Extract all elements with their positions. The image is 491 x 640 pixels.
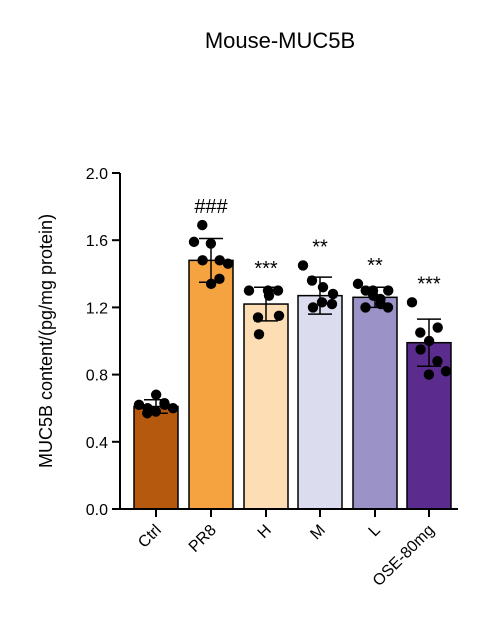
data-point	[205, 238, 217, 249]
data-point	[317, 282, 329, 293]
data-point	[375, 293, 386, 305]
data-point	[415, 327, 426, 338]
bar-ctrl	[133, 405, 179, 510]
y-tick-label: 0.4	[86, 435, 108, 452]
bar-l	[352, 296, 398, 510]
data-point	[326, 298, 338, 310]
x-tick-label: L	[366, 522, 384, 540]
data-point	[297, 260, 309, 271]
data-point	[197, 219, 208, 231]
significance-marker: ***	[417, 273, 441, 295]
y-tick-label: 0.0	[86, 502, 108, 519]
data-point	[214, 273, 225, 285]
bar-m	[297, 294, 343, 510]
significance-marker: ***	[254, 258, 278, 280]
data-point	[440, 366, 452, 377]
data-point	[423, 369, 435, 380]
data-point	[142, 403, 153, 414]
data-point	[167, 403, 179, 414]
data-point	[423, 335, 435, 347]
data-point	[432, 322, 443, 333]
data-point	[214, 255, 225, 266]
y-tick-label: 2.0	[86, 166, 108, 183]
data-point	[253, 329, 265, 340]
data-point	[197, 255, 208, 266]
data-point	[263, 290, 275, 301]
y-axis-label: MUC5B content/(pg/mg protein)	[36, 214, 56, 468]
x-tick-label: PR8	[186, 522, 220, 556]
data-point	[383, 285, 394, 296]
data-point	[252, 312, 264, 323]
data-point	[133, 399, 145, 411]
data-point	[406, 297, 418, 308]
data-point	[243, 285, 255, 296]
data-point	[316, 297, 328, 308]
data-point	[150, 406, 162, 417]
data-point	[159, 399, 170, 411]
data-point	[273, 310, 285, 321]
data-point	[306, 275, 318, 286]
data-point	[432, 355, 443, 367]
x-tick-label: H	[255, 522, 275, 542]
data-point	[352, 278, 364, 290]
data-point	[150, 389, 162, 400]
bar-h	[243, 303, 289, 510]
data-point	[360, 285, 371, 296]
data-point	[415, 344, 426, 355]
significance-marker: **	[367, 255, 383, 277]
data-point	[367, 285, 379, 296]
significance-marker: **	[312, 236, 328, 258]
x-tick-label: M	[307, 522, 328, 543]
significance-marker: ###	[194, 196, 228, 218]
data-point	[307, 302, 319, 313]
data-point	[205, 278, 217, 290]
data-point	[360, 302, 371, 313]
y-tick-label: 1.2	[86, 300, 108, 317]
y-tick-label: 1.6	[86, 233, 108, 250]
data-point	[382, 302, 394, 313]
data-point	[222, 258, 234, 269]
data-point	[272, 285, 284, 296]
chart-title: Mouse-MUC5B	[204, 28, 356, 53]
y-tick-label: 0.8	[86, 368, 108, 385]
bar-pr8	[188, 259, 234, 510]
x-tick-label: Ctrl	[135, 522, 165, 552]
data-point	[188, 236, 200, 248]
data-point	[327, 288, 339, 300]
